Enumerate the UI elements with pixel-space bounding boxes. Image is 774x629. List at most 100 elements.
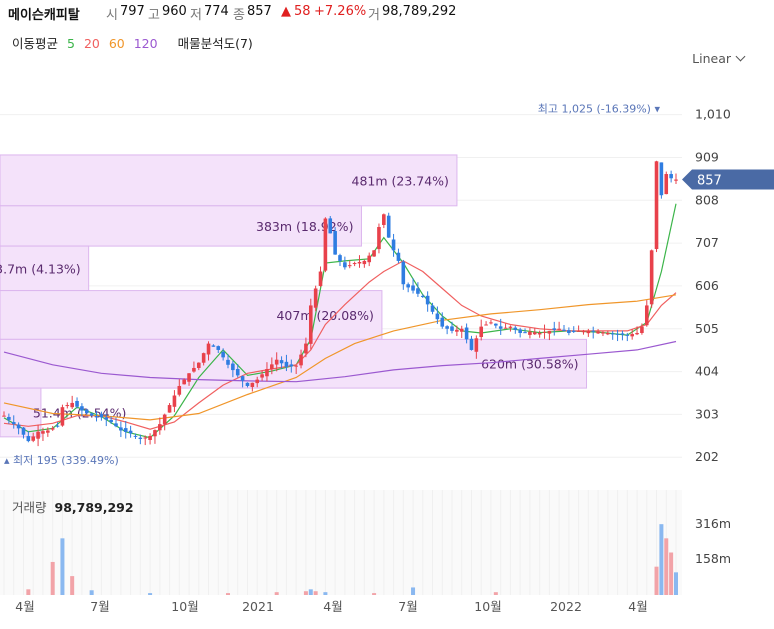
candle-body [211, 345, 216, 347]
candle-body [625, 334, 630, 336]
candle-body [99, 414, 104, 418]
time-tick-label: 4월 [323, 599, 342, 614]
candle-body [31, 436, 36, 441]
current-price-badge [682, 169, 774, 190]
volume-bar [659, 524, 664, 595]
max-price-annotation: 최고 1,025 (-16.39%) ▾ [538, 102, 661, 115]
candle-body [84, 409, 89, 414]
volume-profile-bar [0, 338, 588, 389]
candle-body [420, 295, 425, 297]
volume-tick-label: 158m [695, 551, 731, 566]
candle-body [435, 313, 440, 320]
ma-120-label[interactable]: 120 [133, 36, 158, 51]
candle-body [153, 430, 157, 437]
open-value: 797 [120, 4, 145, 19]
candle-body [513, 327, 518, 330]
volume-profile-label: 481m (23.74%) [352, 173, 449, 188]
candle-body [367, 255, 372, 263]
candle-body [260, 374, 264, 378]
candle-body [581, 330, 586, 333]
candle-body [55, 425, 60, 427]
time-tick-label: 4월 [628, 599, 647, 614]
time-tick-label: 4월 [15, 599, 34, 614]
volume-profile-toggle[interactable]: 매물분석도(7) [177, 36, 253, 51]
candle-body [328, 218, 333, 234]
volume-bar [411, 587, 416, 595]
candle-body [518, 329, 522, 333]
candle-body [274, 359, 279, 365]
candle-body [455, 329, 459, 332]
volume-bar [50, 561, 55, 595]
candle-body [396, 252, 401, 261]
ma-60-label[interactable]: 60 [108, 36, 125, 51]
candle-body [552, 328, 557, 330]
candle-body [386, 215, 391, 238]
candle-body [479, 326, 484, 337]
candle-body [489, 322, 493, 324]
candle-body [498, 326, 503, 329]
candle-body [201, 353, 206, 363]
candle-body [474, 338, 479, 352]
candle-body [591, 330, 596, 332]
volume-label: 거 [368, 8, 380, 23]
candle-body [649, 250, 654, 305]
low-value: 774 [204, 4, 229, 19]
candle-body [196, 362, 201, 368]
volume-bar [226, 593, 230, 595]
candle-body [601, 332, 605, 334]
time-tick-label: 10월 [474, 599, 501, 614]
candle-body [308, 305, 313, 344]
ma-line-60 [3, 294, 677, 421]
time-tick-label: 2021 [242, 599, 274, 614]
volume-bar [148, 593, 153, 595]
candle-body [70, 402, 74, 408]
volume-bar [70, 576, 75, 595]
scale-selector[interactable]: Linear [692, 51, 746, 66]
volume-bar [323, 592, 328, 595]
candle-body [158, 424, 162, 431]
candle-body [494, 323, 498, 326]
time-tick-label: 7월 [398, 599, 417, 614]
ma-title: 이동평균 [12, 36, 59, 51]
candle-body [445, 326, 449, 329]
price-axis: 1,010 909 808 707 606 505 404 303 202 [695, 107, 731, 465]
candle-body [542, 331, 547, 333]
candle-body [50, 428, 55, 430]
candle-body [615, 333, 620, 335]
candle-body [226, 359, 230, 365]
candle-body [357, 261, 362, 264]
candle-body [104, 417, 109, 420]
candle-body [162, 414, 167, 425]
volume-bar [308, 589, 313, 595]
volume-bar [89, 590, 94, 595]
candle-body [235, 368, 240, 376]
candle-body [255, 379, 260, 384]
candle-body [304, 343, 308, 354]
change-value: 58 [294, 4, 311, 19]
volume-bar [60, 538, 65, 595]
ma-legend[interactable]: 이동평균 5 20 60 120 매물분석도(7) [12, 33, 258, 52]
candle-body [172, 395, 177, 407]
candle-body [664, 174, 669, 195]
candle-body [216, 346, 221, 350]
volume-bar [674, 572, 678, 595]
candle-body [635, 332, 639, 335]
candle-body [503, 327, 508, 329]
price-tick-label: 707 [695, 235, 719, 250]
candle-body [109, 419, 113, 423]
volume-bar [493, 592, 498, 595]
candle-body [114, 423, 118, 427]
ma-5-label[interactable]: 5 [67, 36, 75, 51]
volume-panel-title: 거래량 [12, 500, 47, 515]
candle-body [167, 405, 172, 413]
candle-body [674, 179, 678, 181]
time-axis: 4월 7월 10월 2021 4월 7월 10월 2022 4월 [15, 599, 647, 614]
price-tick-label: 303 [695, 406, 719, 421]
candle-body [586, 330, 591, 334]
candle-body [250, 382, 255, 387]
candle-body [606, 332, 610, 335]
candle-body [484, 324, 488, 326]
min-price-annotation: ▴ 최저 195 (339.49%) [4, 454, 119, 467]
ma-20-label[interactable]: 20 [83, 36, 100, 51]
